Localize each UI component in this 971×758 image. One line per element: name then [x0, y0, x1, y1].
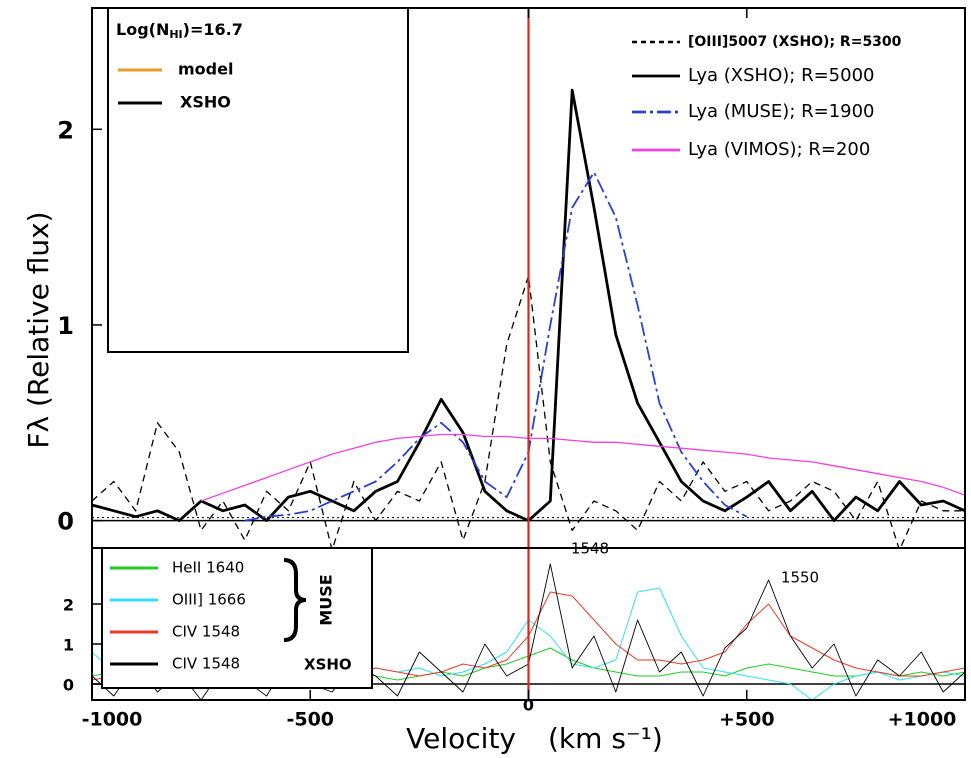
- legend-label: HeII 1640: [172, 559, 244, 577]
- y-axis-label: Fλ (Relative flux): [22, 211, 55, 448]
- brace: [283, 558, 307, 642]
- x-tick-label: +500: [719, 709, 775, 731]
- legend-label: model: [178, 60, 233, 79]
- series-line: [244, 171, 748, 522]
- legend-label: XSHO: [180, 93, 231, 112]
- x-axis-unit: (km s⁻¹): [548, 722, 663, 755]
- inset-box: [107, 7, 409, 353]
- legend-label: Lya (XSHO); R=5000: [688, 65, 874, 86]
- legend-label: CIV 1548: [172, 623, 240, 641]
- y-tick-label: 0: [57, 508, 74, 536]
- y-tick-label: 2: [57, 116, 74, 144]
- x-tick-label: 0: [523, 696, 534, 715]
- x-tick-label: +1000: [888, 709, 957, 731]
- series-line: [92, 275, 965, 548]
- x-axis-label: Velocity: [406, 722, 516, 755]
- inset-label-suffix: )=16.7: [183, 20, 243, 39]
- y-tick-label: 1: [63, 636, 74, 655]
- axes-frame: [91, 547, 966, 701]
- legend-label: OIII] 1666: [172, 591, 246, 609]
- legend: HeII 1640 OIII] 1666 CIV 1548 CIV 1548 MUSE X…: [101, 547, 373, 689]
- legend-label: Lya (MUSE); R=1900: [688, 101, 875, 122]
- inset-label: Log(NHI)=16.7: [116, 20, 243, 42]
- legend-group-label: MUSE: [317, 574, 336, 625]
- x-tick-label: -500: [286, 709, 334, 731]
- y-tick-label: 2: [63, 596, 74, 615]
- annotation: 1550: [781, 569, 819, 587]
- inset-label-prefix: Log(N: [116, 20, 169, 39]
- x-tick-label: -1000: [82, 709, 143, 731]
- inset-label-sub: HI: [169, 28, 182, 41]
- legend-label: [OIII]5007 (XSHO); R=5300: [688, 34, 902, 50]
- legend-group-label: XSHO: [304, 656, 352, 674]
- series-line: [200, 433, 965, 502]
- y-tick-label: 0: [63, 676, 74, 695]
- legend-label: CIV 1548: [172, 655, 240, 673]
- legend-label: Lya (VIMOS); R=200: [688, 139, 870, 160]
- y-tick-label: 1: [57, 312, 74, 340]
- annotation: 1548: [571, 540, 609, 558]
